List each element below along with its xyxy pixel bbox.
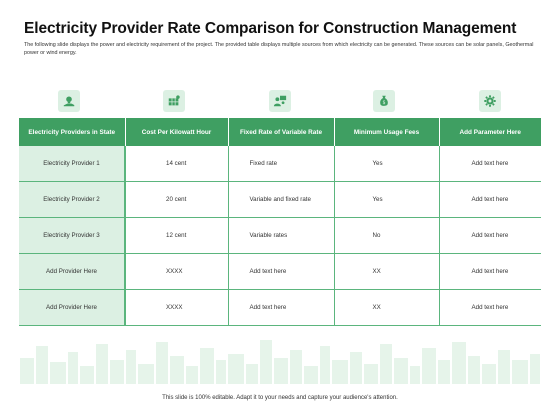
slide-footer: This slide is 100% editable. Adapt it to… <box>162 395 398 401</box>
table-row: Electricity Provider 2 20 cent Variable … <box>19 181 541 218</box>
table-row: Electricity Provider 3 12 cent Variable … <box>19 217 541 254</box>
hand-lightbulb-icon <box>58 90 80 112</box>
svg-text:$: $ <box>382 100 385 106</box>
column-header: Cost Per Kilowatt Hour <box>125 118 229 146</box>
provider-cell: Add Provider Here <box>19 289 126 326</box>
people-presentation-icon <box>269 90 291 112</box>
money-bag-icon: $ <box>373 90 395 112</box>
rate-type-cell: Add text here <box>228 289 335 326</box>
table-row: Add Provider Here XXXX Add text here XX … <box>19 289 541 326</box>
table-row: Electricity Provider 1 14 cent Fixed rat… <box>19 146 541 182</box>
slide-title: Electricity Provider Rate Comparison for… <box>24 20 517 37</box>
table-row: Add Provider Here XXXX Add text here XX … <box>19 253 541 290</box>
rate-type-cell: Add text here <box>228 253 335 290</box>
usage-fee-cell: XX <box>334 289 440 326</box>
provider-cell: Add Provider Here <box>19 253 126 290</box>
usage-fee-cell: Yes <box>334 146 440 182</box>
cost-cell: XXXX <box>125 253 229 290</box>
column-header: Fixed Rate of Variable Rate <box>228 118 335 146</box>
rate-type-cell: Variable rates <box>228 217 335 254</box>
provider-cell: Electricity Provider 1 <box>19 146 126 182</box>
provider-cell: Electricity Provider 3 <box>19 217 126 254</box>
rate-type-cell: Variable and fixed rate <box>228 181 335 218</box>
rate-comparison-table: Electricity Providers in State Cost Per … <box>19 118 541 326</box>
rate-type-cell: Fixed rate <box>228 146 335 182</box>
column-header: Add Parameter Here <box>439 118 541 146</box>
table-header-row: Electricity Providers in State Cost Per … <box>19 118 541 146</box>
parameter-cell: Add text here <box>439 253 541 290</box>
cost-cell: 20 cent <box>125 181 229 218</box>
usage-fee-cell: No <box>334 217 440 254</box>
parameter-cell: Add text here <box>439 289 541 326</box>
solar-panel-icon <box>163 90 185 112</box>
cost-cell: 12 cent <box>125 217 229 254</box>
column-header: Electricity Providers in State <box>19 118 126 146</box>
parameter-cell: Add text here <box>439 146 541 182</box>
city-skyline-graphic <box>20 340 540 384</box>
usage-fee-cell: XX <box>334 253 440 290</box>
cost-cell: XXXX <box>125 289 229 326</box>
parameter-cell: Add text here <box>439 181 541 218</box>
icon-row: $ <box>18 90 540 116</box>
gear-icon <box>479 90 501 112</box>
column-header: Minimum Usage Fees <box>334 118 440 146</box>
slide-subtitle: The following slide displays the power a… <box>24 42 534 56</box>
cost-cell: 14 cent <box>125 146 229 182</box>
parameter-cell: Add text here <box>439 217 541 254</box>
usage-fee-cell: Yes <box>334 181 440 218</box>
provider-cell: Electricity Provider 2 <box>19 181 126 218</box>
